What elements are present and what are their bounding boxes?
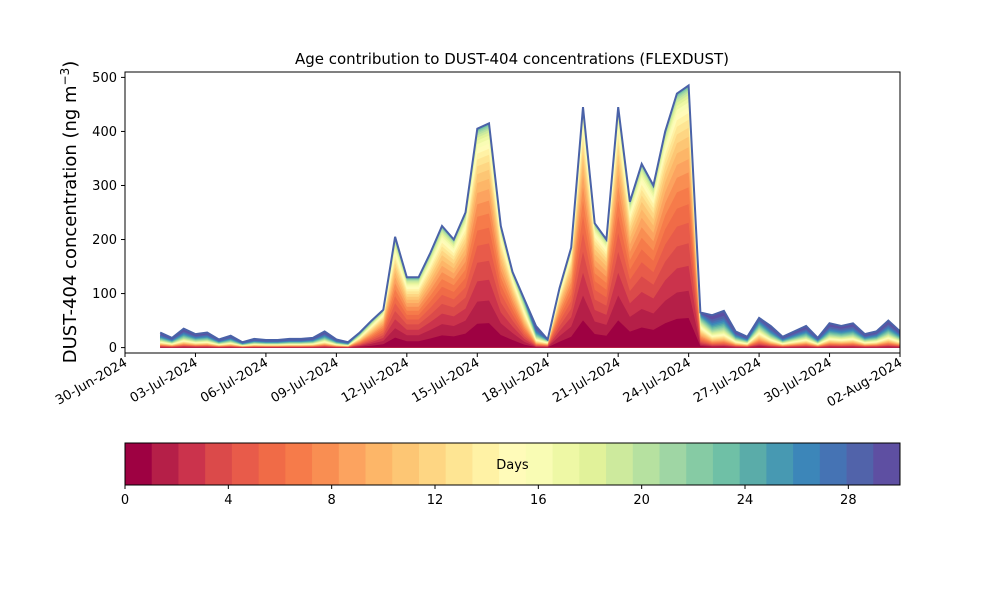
colorbar-segment: [392, 443, 420, 485]
plot-area: [124, 71, 901, 354]
age-layers: [159, 83, 900, 348]
chart-title: Age contribution to DUST-404 concentrati…: [295, 50, 729, 68]
colorbar-segment: [338, 443, 366, 485]
colorbar-segment: [205, 443, 233, 485]
colorbar-tick-label: 20: [633, 493, 650, 508]
y-tick-label: 100: [92, 287, 117, 302]
colorbar-segment: [819, 443, 847, 485]
colorbar-segment: [552, 443, 580, 485]
y-axis-label-main: DUST-404 concentration (ng m: [60, 85, 81, 363]
colorbar-tick-label: 0: [121, 493, 129, 508]
x-axis: 30-Jun-202403-Jul-202406-Jul-202409-Jul-…: [53, 353, 905, 411]
colorbar-segment: [365, 443, 393, 485]
plot-frame: [124, 71, 901, 354]
colorbar-segment: [472, 443, 500, 485]
colorbar-segment: [846, 443, 874, 485]
colorbar-tick-label: 4: [224, 493, 232, 508]
x-tick-label: 15-Jul-2024: [409, 355, 482, 406]
colorbar-tick-label: 16: [530, 493, 547, 508]
colorbar-tick-label: 28: [840, 493, 857, 508]
colorbar-segment: [793, 443, 821, 485]
y-tick-label: 0: [109, 341, 117, 356]
colorbar-segment: [285, 443, 313, 485]
x-tick-label: 18-Jul-2024: [480, 355, 553, 406]
x-tick-label: 30-Jul-2024: [762, 355, 835, 406]
x-tick-label: 02-Aug-2024: [825, 355, 905, 410]
colorbar-segment: [712, 443, 741, 485]
y-axis: 0 100 200 300 400 500: [92, 71, 125, 356]
colorbar-segment: [499, 443, 527, 485]
colorbar-segment: [579, 443, 607, 485]
colorbar-frame: [124, 442, 901, 486]
colorbar-tick-label: 24: [737, 493, 754, 508]
y-tick-label: 300: [92, 179, 117, 194]
x-tick-label: 03-Jul-2024: [128, 355, 201, 406]
colorbar-segment: [151, 443, 179, 485]
colorbar-tick-label: 8: [328, 493, 336, 508]
colorbar-segment: [258, 443, 286, 485]
x-tick-label: 06-Jul-2024: [198, 355, 271, 406]
colorbar-segment: [766, 443, 794, 485]
colorbar-segment: [178, 443, 206, 485]
y-tick-label: 200: [92, 233, 117, 248]
colorbar-segment: [606, 443, 634, 485]
colorbar-segment: [659, 443, 687, 485]
y-axis-label-superscript: −3: [58, 68, 72, 86]
colorbar-segment: [125, 443, 153, 485]
x-tick-label: 12-Jul-2024: [339, 355, 412, 406]
colorbar-segment: [873, 443, 901, 485]
x-tick-label: 24-Jul-2024: [621, 355, 694, 406]
colorbar-segment: [231, 443, 260, 485]
colorbar-tick-label: 12: [427, 493, 444, 508]
y-axis-label: DUST-404 concentration (ng m−3): [58, 61, 81, 364]
y-tick-label: 400: [92, 125, 117, 140]
colorbar-segment: [632, 443, 660, 485]
colorbar-segment: [686, 443, 714, 485]
x-tick-label: 21-Jul-2024: [550, 355, 623, 406]
x-tick-label: 09-Jul-2024: [269, 355, 342, 406]
colorbar-segment: [525, 443, 553, 485]
colorbar-segment: [739, 443, 767, 485]
y-axis-label-close: ): [60, 61, 81, 68]
y-tick-label: 500: [92, 71, 117, 86]
colorbar: Days 0 4 8 12 16 20 24 28: [121, 442, 901, 508]
colorbar-segment: [445, 443, 473, 485]
colorbar-segment: [418, 443, 447, 485]
x-tick-label: 27-Jul-2024: [691, 355, 764, 406]
total-concentration-line: [159, 83, 900, 344]
colorbar-label: Days: [496, 458, 529, 473]
colorbar-segment: [312, 443, 340, 485]
